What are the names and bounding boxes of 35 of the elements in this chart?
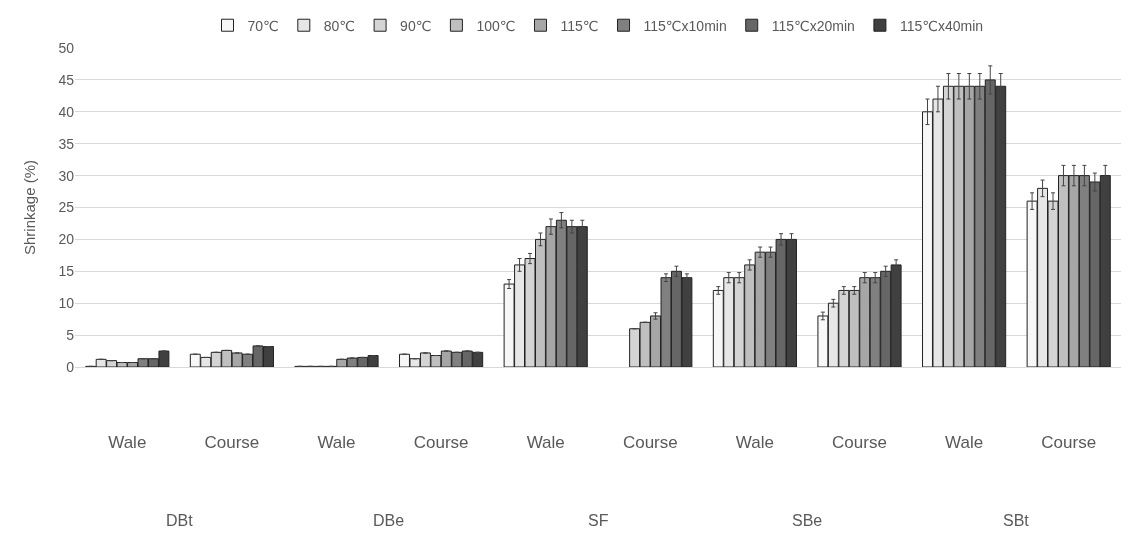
x-tick-label: Course <box>413 433 469 453</box>
y-tick-label: 5 <box>66 327 75 343</box>
y-tick-label: 35 <box>58 135 75 152</box>
x-tick-label: Wale <box>526 433 565 453</box>
x-tick-label: Wale <box>108 433 147 453</box>
legend-label: 100℃ <box>476 17 516 34</box>
y-tick-label: 25 <box>58 199 75 216</box>
y-tick-label: 0 <box>66 358 75 375</box>
legend-label: 115℃x40min <box>899 17 984 34</box>
y-axis-title: Shrinkage (%) <box>21 159 38 256</box>
legend-label: 115℃ <box>560 17 599 34</box>
x-tick-label: Wale <box>945 433 984 453</box>
y-tick-label: 30 <box>58 167 75 184</box>
x-tick-label: Course <box>832 433 887 453</box>
y-tick-label: 20 <box>58 231 75 248</box>
x-tick-label: Wale <box>735 433 774 453</box>
legend-label: 70℃ <box>247 17 279 34</box>
y-tick-label: 50 <box>58 39 75 56</box>
y-tick-label: 10 <box>58 295 75 312</box>
x-tick-label: Wale <box>317 433 356 453</box>
y-tick-label: 45 <box>58 71 75 88</box>
text: SBe <box>792 512 823 529</box>
legend-label: 90℃ <box>400 17 432 34</box>
text: DBe <box>373 512 405 529</box>
x-tick-label: Course <box>1041 433 1097 453</box>
text: DBt <box>166 512 194 529</box>
x-tick-label: Course <box>204 433 260 453</box>
legend-label: 115℃x10min <box>643 17 727 34</box>
text: SBt <box>1003 512 1030 529</box>
x-tick-label: Course <box>622 433 678 453</box>
legend-label: 80℃ <box>323 17 356 34</box>
text: SF <box>588 512 609 529</box>
y-tick-label: 15 <box>58 263 75 280</box>
y-tick-label: 40 <box>58 103 75 120</box>
legend-label: 115℃x20min <box>771 17 855 34</box>
